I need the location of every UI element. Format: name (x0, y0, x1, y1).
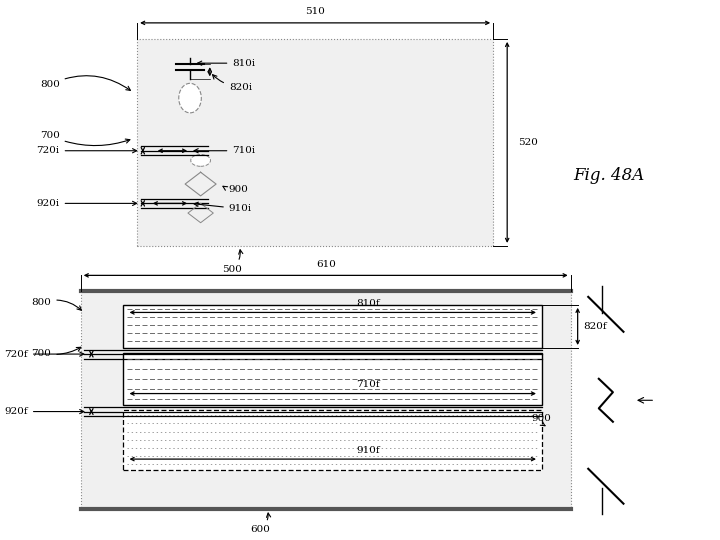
Text: 720f: 720f (4, 349, 84, 359)
Text: 900: 900 (532, 414, 552, 426)
Text: Fig. 48A: Fig. 48A (574, 167, 645, 185)
Text: 820i: 820i (212, 75, 252, 92)
Text: 910f: 910f (356, 446, 380, 455)
Text: 500: 500 (222, 250, 243, 274)
Ellipse shape (179, 83, 202, 113)
Text: 800: 800 (40, 76, 130, 90)
FancyBboxPatch shape (123, 305, 542, 348)
FancyBboxPatch shape (81, 292, 571, 509)
Ellipse shape (191, 154, 210, 166)
Text: 710f: 710f (356, 380, 380, 389)
Text: 920f: 920f (4, 407, 84, 416)
Text: 700: 700 (40, 131, 130, 146)
Text: 920i: 920i (37, 199, 137, 208)
FancyBboxPatch shape (123, 410, 542, 470)
Text: 820f: 820f (583, 322, 607, 331)
Text: 900: 900 (223, 185, 248, 194)
Text: 510: 510 (305, 8, 325, 16)
FancyBboxPatch shape (138, 39, 493, 246)
Text: 810i: 810i (197, 59, 256, 68)
Text: 720i: 720i (37, 146, 137, 155)
Text: 810f: 810f (356, 299, 380, 308)
FancyBboxPatch shape (123, 353, 542, 406)
Text: 600: 600 (251, 513, 271, 534)
Text: 800: 800 (32, 298, 81, 310)
Text: 710i: 710i (194, 146, 256, 155)
Text: 910i: 910i (194, 202, 252, 213)
Text: 700: 700 (32, 347, 81, 358)
Text: 520: 520 (518, 138, 538, 147)
Text: 610: 610 (316, 260, 336, 269)
